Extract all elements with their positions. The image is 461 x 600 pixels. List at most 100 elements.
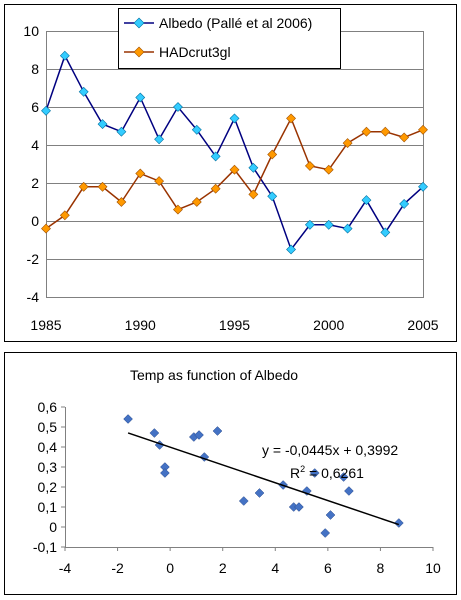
y-tick-label: 10	[23, 23, 39, 39]
albedo-temperature-line-chart: -4 -2 0 2 4 6 8 10 1985 1990 1995 2000 2005 Albedo …	[4, 4, 457, 342]
series-1-point	[191, 197, 202, 207]
series-0-point	[135, 92, 146, 103]
scatter-point	[160, 468, 170, 478]
scatter-point	[344, 486, 354, 496]
series-1-point	[286, 113, 296, 124]
x-tick-label: 1995	[219, 317, 250, 333]
y-tick-label: 6	[31, 99, 39, 115]
scatter-point	[194, 430, 204, 440]
legend: Albedo (Pallé et al 2006) HADcrut3gl	[118, 8, 341, 69]
x-tick-label: 2	[219, 560, 227, 576]
series-1-point	[41, 223, 51, 234]
series-1-point	[342, 138, 353, 149]
y-tick-label: 0,5	[38, 419, 58, 435]
series-0-point	[323, 219, 334, 230]
legend-label-hadcrut: HADcrut3gl	[159, 44, 231, 60]
y-tick-label: -0,1	[33, 539, 57, 555]
series-0-point	[229, 113, 240, 124]
legend-marker-albedo	[133, 17, 145, 29]
series-1-point	[97, 181, 108, 192]
x-tick-label: 8	[377, 560, 385, 576]
chart-frame	[4, 352, 457, 595]
series-1-point	[418, 124, 428, 135]
series-layer	[41, 50, 428, 255]
scatter-point	[338, 472, 349, 482]
x-tick-label: 2005	[407, 317, 438, 333]
chart-title: Temp as function of Albedo	[130, 367, 298, 383]
series-0-point	[267, 191, 278, 202]
y-tick-label: 0,3	[38, 459, 58, 475]
scatter-point	[320, 528, 331, 538]
series-0-point	[59, 50, 70, 61]
y-axis-tick-labels: -0,1 0 0,1 0,2 0,3 0,4 0,5 0,6	[33, 399, 65, 555]
series-0-point	[418, 181, 428, 192]
series-0-point	[154, 134, 165, 145]
scatter-point	[309, 468, 320, 478]
series-1-point	[154, 176, 165, 187]
series-0-point	[97, 119, 108, 130]
series-1-point	[380, 126, 391, 137]
x-tick-label: 6	[324, 560, 332, 576]
series-0-point	[380, 227, 391, 238]
y-tick-label: 0,4	[38, 439, 58, 455]
y-tick-label: -4	[27, 289, 40, 305]
series-1-point	[304, 160, 315, 171]
series-0-point	[342, 223, 353, 234]
series-0-point	[41, 105, 51, 116]
legend-box	[118, 8, 341, 69]
series-0-point	[361, 195, 372, 206]
x-tick-label: 1985	[30, 317, 61, 333]
scatter-point	[254, 488, 265, 498]
y-tick-label: 4	[31, 137, 39, 153]
x-tick-label: -2	[111, 560, 124, 576]
series-0-point	[248, 162, 259, 173]
scatter-point	[325, 510, 336, 520]
series-0-point	[173, 102, 183, 112]
y-tick-label: -2	[27, 251, 40, 267]
temp-vs-albedo-scatter-chart: Temp as function of Albedo -0,1 0 0,1 0,2 0,…	[4, 352, 457, 595]
series-1-point	[229, 164, 240, 175]
series-0-point	[304, 219, 315, 230]
y-tick-label: 0,2	[38, 479, 58, 495]
y-tick-label: 0	[31, 213, 39, 229]
y-axis-tick-labels: -4 -2 0 2 4 6 8 10	[23, 23, 39, 305]
x-tick-label: 0	[166, 560, 174, 576]
scatter-point	[393, 518, 404, 528]
y-tick-label: 8	[31, 61, 39, 77]
scatter-point	[294, 502, 304, 512]
series-0-point	[210, 151, 221, 162]
x-axis-tick-labels: 1985 1990 1995 2000 2005	[30, 317, 438, 333]
legend-marker-hadcrut	[133, 46, 145, 58]
y-tick-label: 0,1	[38, 499, 58, 515]
series-1-point	[78, 181, 89, 192]
series-1-point	[116, 197, 127, 207]
series-1-point	[135, 168, 146, 179]
scatter-point	[238, 496, 249, 506]
y-tick-label: 2	[31, 175, 39, 191]
linear-trendline	[127, 432, 400, 526]
scatter-point	[212, 426, 223, 436]
series-0-point	[78, 86, 89, 97]
series-1-point	[361, 126, 372, 137]
series-1-point	[173, 204, 183, 215]
x-tick-label: 10	[425, 560, 441, 576]
scatter-point	[149, 428, 160, 438]
x-tick-label: -4	[59, 560, 72, 576]
series-1-point	[399, 132, 410, 143]
series-0-point	[191, 124, 202, 135]
x-tick-label: 2000	[313, 317, 344, 333]
y-tick-label: 0	[49, 519, 57, 535]
series-1-point	[59, 210, 70, 221]
trendline-equation: y = -0,0445x + 0,3992	[262, 442, 398, 458]
series-1-point	[248, 189, 259, 200]
series-1-point	[210, 183, 221, 194]
scatter-point	[123, 414, 133, 424]
x-tick-label: 1990	[125, 317, 156, 333]
legend-label-albedo: Albedo (Pallé et al 2006)	[159, 15, 312, 31]
series-0-point	[116, 126, 127, 137]
series-0-point	[399, 198, 410, 209]
series-1-point	[323, 164, 334, 175]
series-1-point	[267, 149, 278, 160]
r-squared-label: R2 = 0,6261	[290, 464, 364, 481]
x-tick-label: 4	[271, 560, 279, 576]
